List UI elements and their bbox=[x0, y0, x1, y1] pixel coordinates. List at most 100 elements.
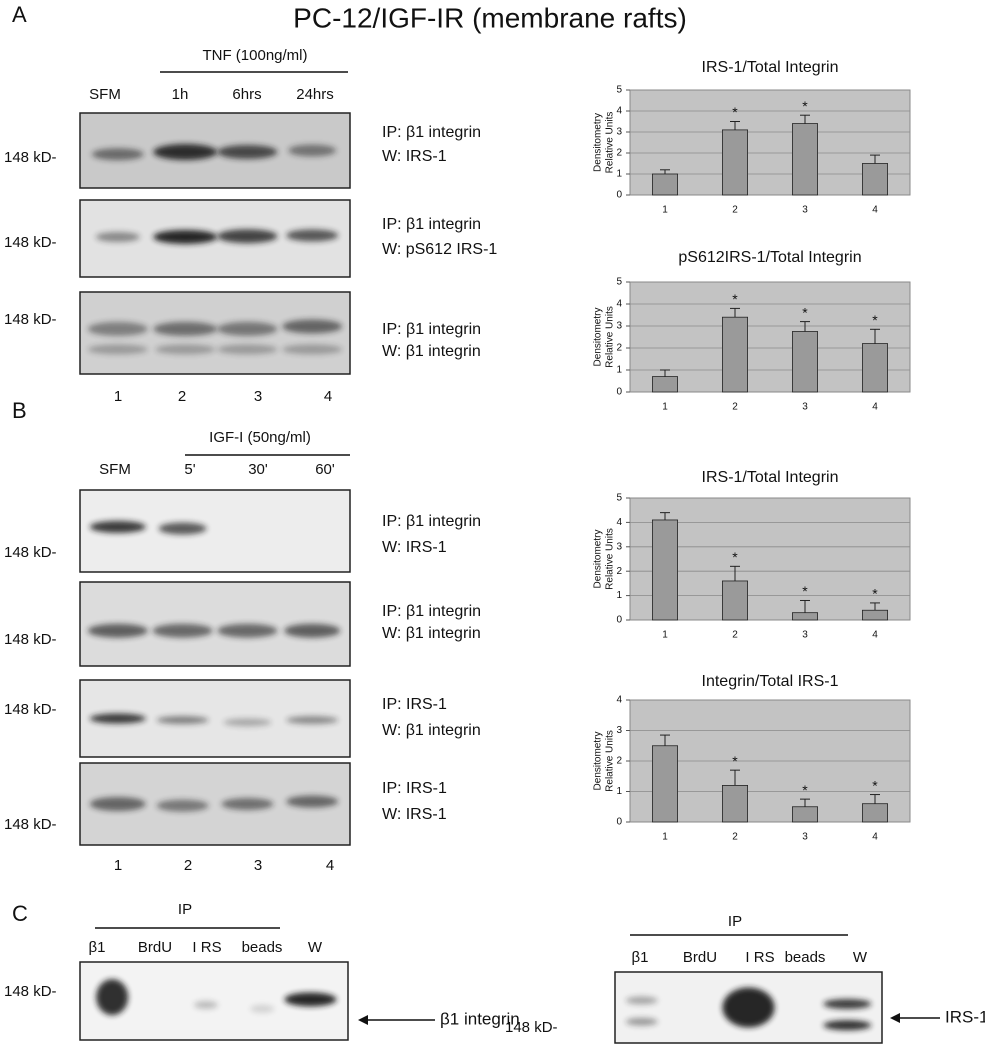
x-tick-label: 1 bbox=[662, 832, 668, 843]
y-tick-label: 5 bbox=[616, 493, 622, 504]
size-marker: 148 kD- bbox=[4, 701, 57, 718]
panel-label: B bbox=[12, 398, 27, 423]
chart-title: pS612IRS-1/Total Integrin bbox=[678, 249, 861, 266]
y-tick-label: 0 bbox=[616, 817, 622, 828]
x-tick-label: 3 bbox=[802, 832, 808, 843]
bar bbox=[862, 343, 889, 393]
bar bbox=[722, 129, 749, 196]
panel-label: C bbox=[12, 901, 28, 926]
significance-mark: * bbox=[732, 753, 738, 769]
y-axis-label: Relative Units bbox=[605, 730, 616, 792]
band bbox=[823, 998, 872, 1009]
ip-label: IP: β1 integrin bbox=[382, 513, 481, 530]
band bbox=[625, 1017, 658, 1026]
significance-mark: * bbox=[802, 583, 808, 599]
significance-mark: * bbox=[872, 586, 878, 602]
y-tick-label: 1 bbox=[616, 786, 622, 797]
size-marker: 148 kD- bbox=[4, 234, 57, 251]
band bbox=[153, 229, 218, 244]
bar bbox=[792, 123, 819, 196]
band bbox=[221, 798, 274, 810]
ip-label: IP: β1 integrin bbox=[382, 321, 481, 338]
x-tick-label: 3 bbox=[802, 205, 808, 216]
y-tick-label: 0 bbox=[616, 387, 622, 398]
band bbox=[156, 799, 209, 812]
y-axis-label: Relative Units bbox=[605, 528, 616, 590]
y-tick-label: 4 bbox=[616, 106, 622, 117]
significance-mark: * bbox=[802, 98, 808, 114]
western-label: W: β1 integrin bbox=[382, 722, 481, 739]
arrow-head bbox=[890, 1013, 900, 1023]
band bbox=[87, 623, 148, 638]
bar bbox=[792, 612, 819, 621]
western-label: W: β1 integrin bbox=[382, 625, 481, 642]
lane-number: 1 bbox=[114, 857, 122, 874]
treatment-label: IGF-I (50ng/ml) bbox=[209, 429, 311, 446]
lane-number: 2 bbox=[178, 388, 186, 405]
significance-mark: * bbox=[802, 304, 808, 320]
lane-label: W bbox=[853, 949, 868, 966]
bar bbox=[862, 803, 889, 823]
lane-label: beads bbox=[785, 949, 826, 966]
western-label: W: IRS-1 bbox=[382, 148, 447, 165]
band bbox=[284, 992, 337, 1007]
ip-label: IP: β1 integrin bbox=[382, 124, 481, 141]
y-tick-label: 1 bbox=[616, 169, 622, 180]
band bbox=[153, 321, 218, 336]
band bbox=[284, 623, 341, 638]
x-tick-label: 4 bbox=[872, 832, 878, 843]
band bbox=[823, 1020, 872, 1031]
x-tick-label: 4 bbox=[872, 402, 878, 413]
chart-title: IRS-1/Total Integrin bbox=[702, 469, 839, 486]
bar bbox=[722, 580, 749, 621]
size-marker: 148 kD- bbox=[4, 631, 57, 648]
lane-label: BrdU bbox=[138, 939, 172, 956]
y-tick-label: 2 bbox=[616, 756, 622, 767]
y-tick-label: 3 bbox=[616, 541, 622, 552]
treatment-label: TNF (100ng/ml) bbox=[202, 47, 307, 64]
lane-number: 3 bbox=[254, 857, 262, 874]
band bbox=[87, 344, 148, 355]
band bbox=[223, 718, 272, 727]
size-marker: 148 kD- bbox=[4, 544, 57, 561]
ip-label: IP: β1 integrin bbox=[382, 603, 481, 620]
band bbox=[286, 716, 339, 725]
y-tick-label: 0 bbox=[616, 615, 622, 626]
y-tick-label: 1 bbox=[616, 365, 622, 376]
band bbox=[89, 713, 146, 724]
y-axis-label: Densitometry bbox=[593, 530, 604, 589]
lane-label: 30' bbox=[248, 461, 268, 478]
band bbox=[89, 797, 146, 811]
lane-number: 4 bbox=[324, 388, 332, 405]
x-tick-label: 2 bbox=[732, 630, 738, 641]
western-label: W: IRS-1 bbox=[382, 539, 447, 556]
western-label: W: pS612 IRS-1 bbox=[382, 241, 497, 258]
x-tick-label: 1 bbox=[662, 630, 668, 641]
bar bbox=[652, 519, 679, 621]
bar bbox=[722, 316, 749, 393]
bar bbox=[652, 173, 679, 196]
significance-mark: * bbox=[732, 549, 738, 565]
y-tick-label: 1 bbox=[616, 590, 622, 601]
band bbox=[282, 344, 343, 355]
bar bbox=[652, 745, 679, 823]
x-tick-label: 4 bbox=[872, 630, 878, 641]
lane-label: BrdU bbox=[683, 949, 717, 966]
y-tick-label: 5 bbox=[616, 85, 622, 96]
band bbox=[95, 231, 140, 242]
ip-header: IP bbox=[178, 901, 192, 918]
band bbox=[722, 987, 775, 1028]
y-tick-label: 2 bbox=[616, 343, 622, 354]
x-tick-label: 2 bbox=[732, 402, 738, 413]
arrow-head bbox=[358, 1015, 368, 1025]
chart-title: IRS-1/Total Integrin bbox=[702, 59, 839, 76]
significance-mark: * bbox=[732, 104, 738, 120]
ip-label: IP: β1 integrin bbox=[382, 216, 481, 233]
band bbox=[286, 229, 339, 242]
band bbox=[217, 229, 278, 244]
lane-number: 3 bbox=[254, 388, 262, 405]
lane-number: 4 bbox=[326, 857, 334, 874]
band bbox=[89, 520, 146, 533]
y-tick-label: 4 bbox=[616, 517, 622, 528]
bar bbox=[652, 376, 679, 393]
